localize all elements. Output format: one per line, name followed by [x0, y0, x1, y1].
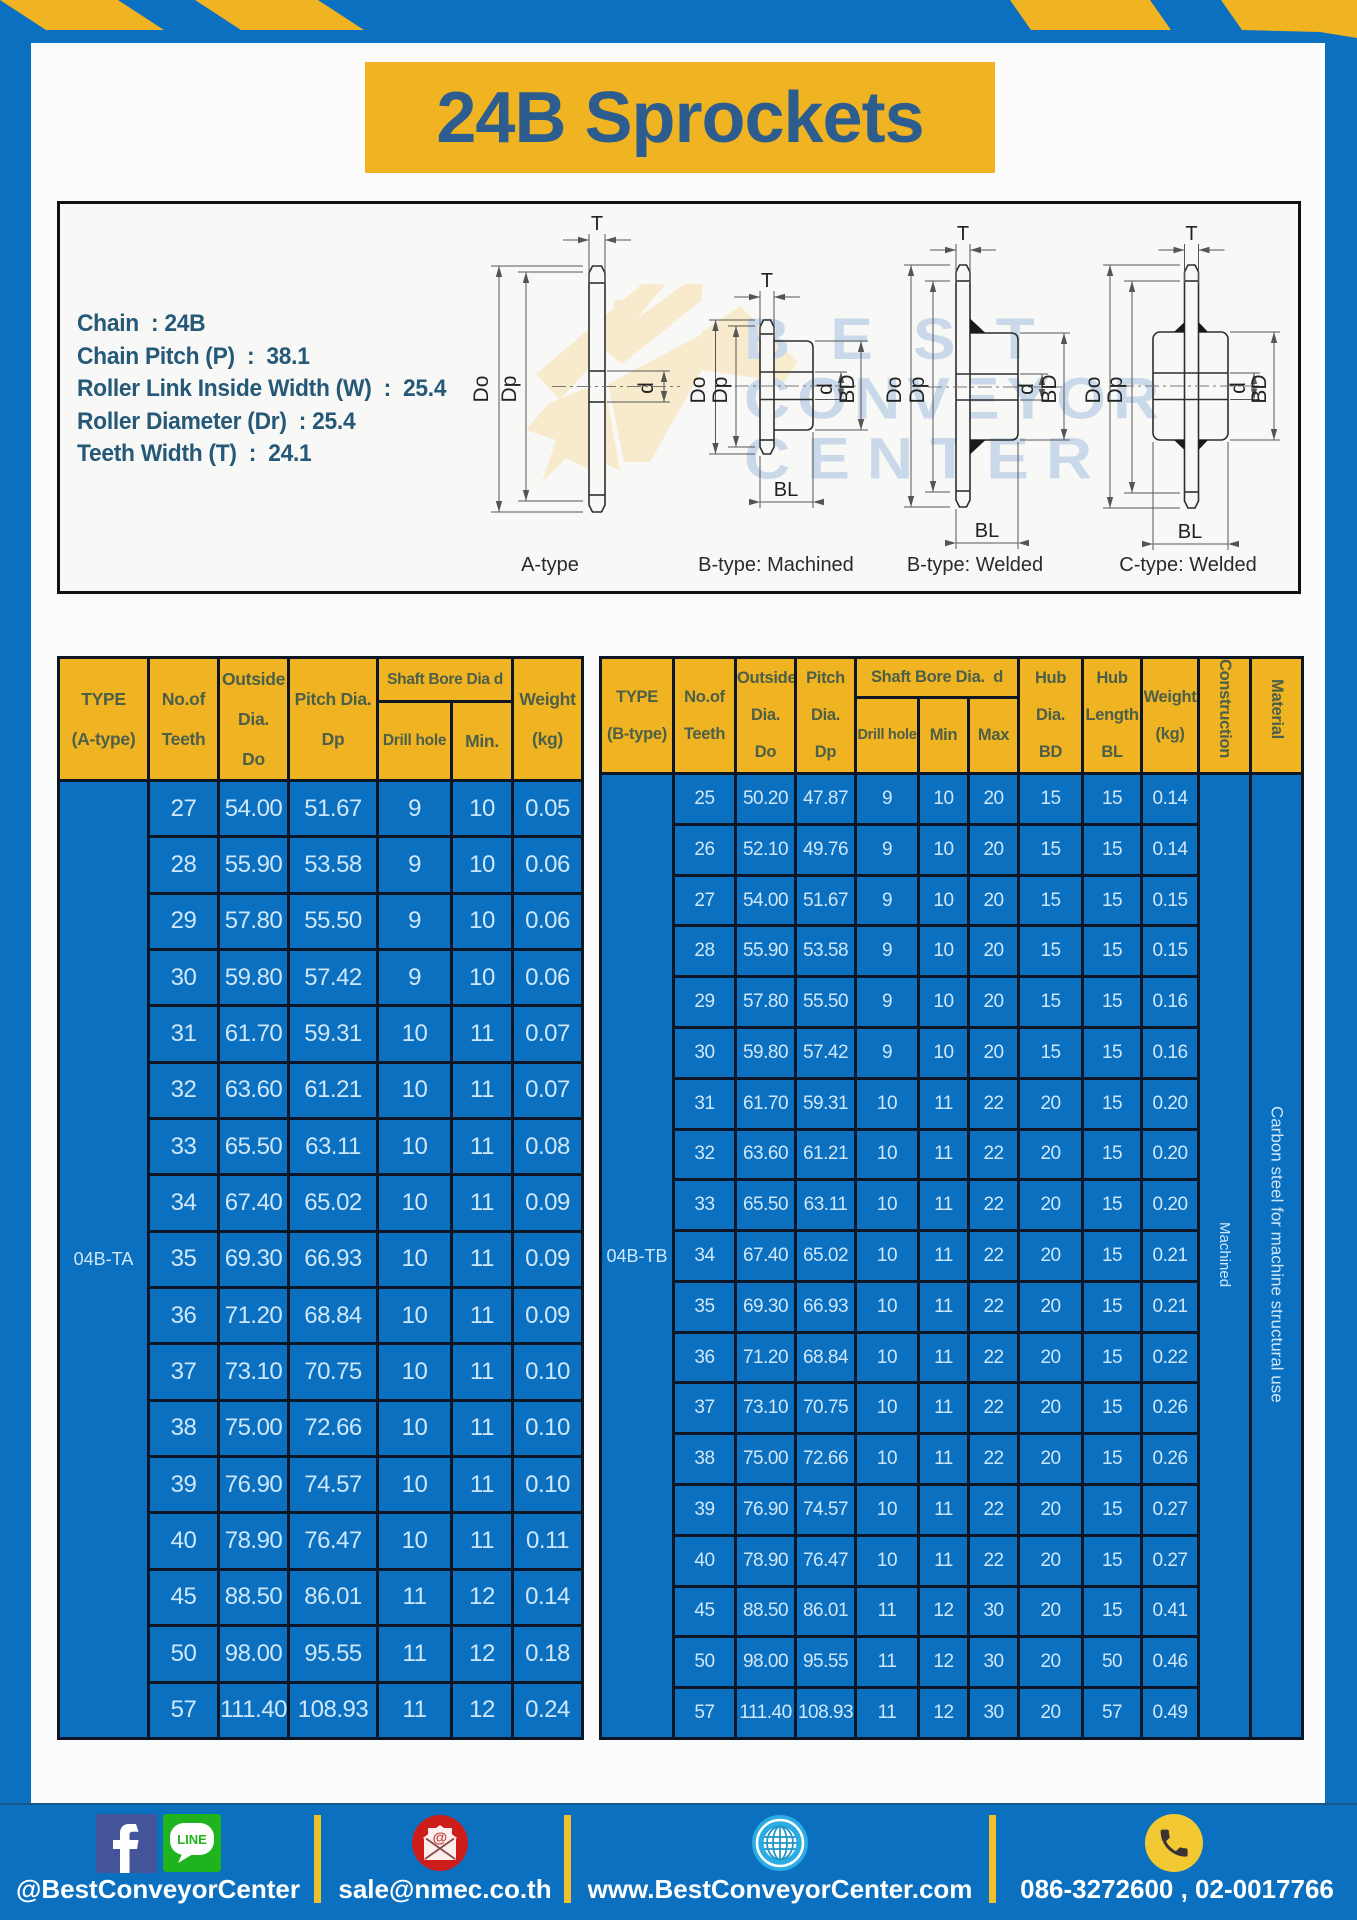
svg-text:d: d	[635, 382, 658, 394]
svg-text:B-type: Welded: B-type: Welded	[907, 554, 1043, 576]
svg-text:T: T	[761, 270, 773, 292]
svg-text:T: T	[591, 213, 603, 235]
svg-text:BD: BD	[1038, 374, 1061, 403]
svg-text:C-type: Welded: C-type: Welded	[1119, 554, 1256, 576]
svg-text:T: T	[1185, 223, 1197, 245]
svg-text:T: T	[957, 223, 969, 245]
svg-text:d: d	[814, 383, 837, 395]
svg-text:Do: Do	[687, 377, 710, 404]
svg-text:BL: BL	[774, 479, 798, 501]
svg-text:BEST: BEST	[744, 306, 1075, 372]
svg-text:BD: BD	[1248, 374, 1271, 403]
svg-text:Dp: Dp	[498, 376, 521, 403]
svg-text:Dp: Dp	[906, 377, 929, 404]
svg-text:Do: Do	[1082, 377, 1105, 404]
svg-text:d: d	[1227, 382, 1250, 394]
svg-text:BD: BD	[836, 374, 859, 403]
svg-text:BL: BL	[1178, 521, 1202, 543]
svg-text:BL: BL	[975, 520, 999, 542]
svg-text:d: d	[1015, 383, 1038, 395]
svg-text:Do: Do	[470, 376, 493, 403]
svg-text:@: @	[433, 1830, 448, 1847]
svg-text:A-type: A-type	[521, 554, 579, 576]
svg-text:CENTER: CENTER	[744, 426, 1109, 492]
svg-text:Do: Do	[883, 377, 906, 404]
svg-text:Dp: Dp	[709, 377, 732, 404]
svg-text:B-type: Machined: B-type: Machined	[698, 554, 854, 576]
svg-text:Dp: Dp	[1104, 377, 1127, 404]
svg-text:LINE: LINE	[177, 1832, 207, 1847]
